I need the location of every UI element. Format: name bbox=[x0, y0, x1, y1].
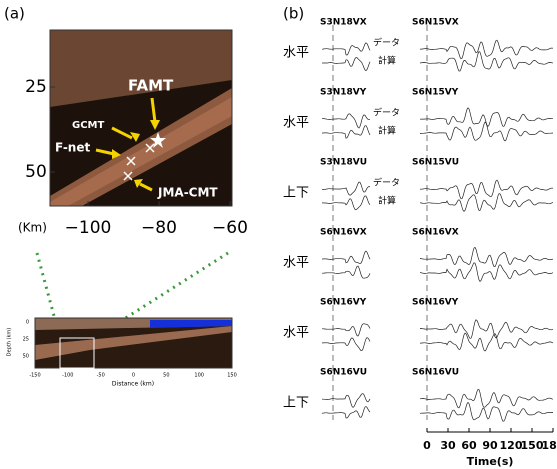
annotation: F-net bbox=[55, 141, 90, 155]
waveform bbox=[322, 43, 370, 55]
station-name: S6N16VX bbox=[320, 228, 367, 238]
x-tick-label: 60 bbox=[461, 439, 477, 452]
station-name: S6N16VY bbox=[320, 298, 367, 308]
inset-x-tick: -100 bbox=[62, 373, 73, 379]
inset-x-tick: 0 bbox=[132, 373, 135, 379]
station-name: S6N15VU bbox=[412, 158, 459, 168]
waveform bbox=[322, 182, 370, 195]
inset-y-tick: 50 bbox=[23, 354, 29, 360]
waveform bbox=[322, 338, 370, 351]
waveform bbox=[322, 266, 370, 278]
waveform bbox=[420, 320, 553, 339]
waveform bbox=[322, 196, 370, 210]
waveform bbox=[420, 122, 553, 141]
panel-label: (a) bbox=[4, 5, 25, 23]
y-tick-label: 50 bbox=[25, 162, 47, 182]
component-label: 水平 bbox=[283, 116, 309, 131]
x-tick-label: 30 bbox=[440, 439, 456, 452]
station-name: S6N16VU bbox=[320, 368, 367, 378]
waveform bbox=[420, 389, 553, 407]
waveform bbox=[322, 324, 370, 336]
panel-label: (b) bbox=[283, 5, 304, 23]
inset-x-tick: 50 bbox=[163, 373, 169, 379]
waveform bbox=[420, 180, 553, 199]
inset-x-tick: -150 bbox=[29, 373, 40, 379]
waveform bbox=[420, 263, 553, 282]
station-name: S6N15VY bbox=[412, 88, 459, 98]
x-tick-label: −80 bbox=[141, 218, 177, 238]
x-tick-label: 0 bbox=[423, 439, 431, 452]
trace-label: 計算 bbox=[378, 195, 396, 207]
x-label: Time(s) bbox=[467, 455, 514, 468]
x-tick-label: −60 bbox=[212, 218, 248, 238]
waveform bbox=[322, 251, 370, 263]
component-label: 上下 bbox=[283, 396, 309, 411]
trace-label: データ bbox=[373, 37, 400, 49]
inset-y-tick: 25 bbox=[23, 337, 29, 343]
station-name: S3N18VU bbox=[320, 158, 367, 168]
annotation: JMA-CMT bbox=[157, 186, 218, 200]
waveform bbox=[322, 126, 370, 139]
component-label: 上下 bbox=[283, 186, 309, 201]
x-tick-label: 90 bbox=[482, 439, 498, 452]
station-name: S6N15VX bbox=[412, 18, 459, 28]
y-tick-label: 25 bbox=[25, 77, 47, 97]
station-name: S3N18VY bbox=[320, 88, 367, 98]
waveform bbox=[420, 333, 553, 351]
annotation: FAMT bbox=[128, 77, 174, 95]
axis-unit: (Km) bbox=[18, 221, 47, 235]
inset-x-tick: 100 bbox=[194, 373, 204, 379]
figure: (a) (b) FAMT GCMT F-net JMA-CMT (Km) Dep… bbox=[0, 0, 557, 469]
inset-x-label: Distance (km) bbox=[112, 381, 154, 388]
trace-label: 計算 bbox=[378, 125, 396, 137]
annotation: GCMT bbox=[72, 120, 104, 131]
inset-y-label: Depth (km) bbox=[7, 328, 13, 357]
waveform bbox=[420, 40, 553, 59]
trace-label: データ bbox=[373, 177, 400, 189]
station-name: S6N16VX bbox=[412, 228, 459, 238]
inset-x-tick: 150 bbox=[227, 373, 237, 379]
station-name: S6N16VY bbox=[412, 298, 459, 308]
waveform bbox=[322, 114, 370, 128]
cross-section bbox=[50, 30, 232, 206]
component-label: 水平 bbox=[283, 46, 309, 61]
waveform bbox=[322, 394, 370, 408]
waveform bbox=[322, 58, 370, 71]
waveform bbox=[420, 194, 553, 212]
inset-x-tick: -50 bbox=[97, 373, 105, 379]
waveform bbox=[420, 52, 553, 72]
inset-y-tick: 0 bbox=[26, 320, 29, 326]
x-tick-label: −100 bbox=[65, 218, 112, 238]
trace-label: データ bbox=[373, 107, 400, 119]
x-tick-label: 180 bbox=[542, 439, 557, 452]
waveform bbox=[420, 247, 553, 266]
trace-label: 計算 bbox=[378, 55, 396, 67]
x-tick-label: 120 bbox=[500, 439, 523, 452]
inset bbox=[35, 318, 232, 368]
x-tick-label: 150 bbox=[521, 439, 544, 452]
component-label: 水平 bbox=[283, 256, 309, 271]
component-label: 水平 bbox=[283, 326, 309, 341]
station-name: S3N18VX bbox=[320, 18, 367, 28]
station-name: S6N16VU bbox=[412, 368, 459, 378]
waveform bbox=[322, 407, 370, 419]
